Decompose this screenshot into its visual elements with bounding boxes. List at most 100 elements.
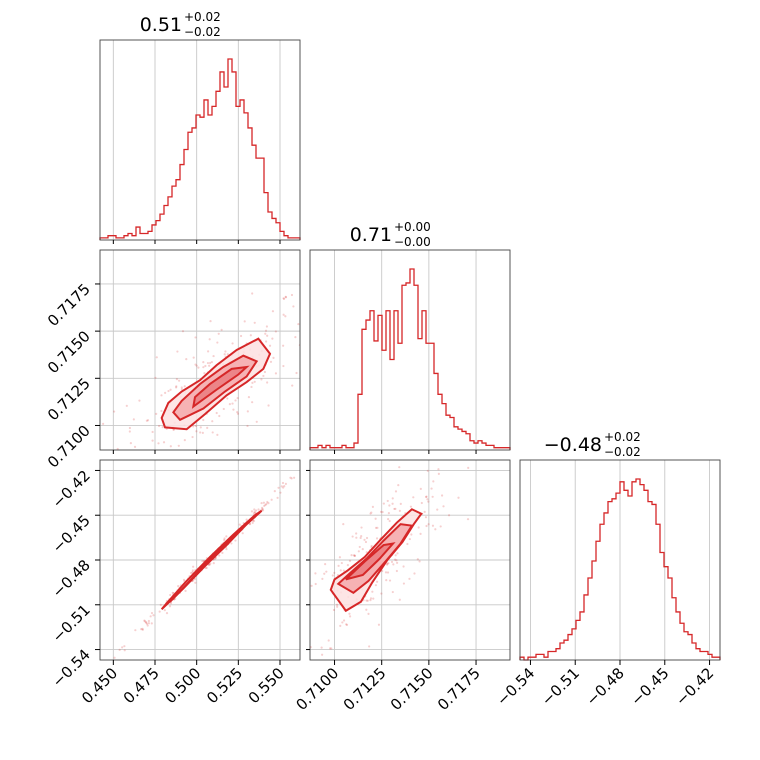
scatter-point xyxy=(355,536,358,539)
scatter-point xyxy=(192,565,195,568)
scatter-point xyxy=(147,619,150,623)
scatter-point xyxy=(194,581,197,584)
scatter-point xyxy=(396,561,399,564)
scatter-point xyxy=(253,321,256,324)
panel-border xyxy=(99,249,301,451)
scatter-point xyxy=(195,430,198,433)
scatter-point xyxy=(398,466,401,469)
scatter-point xyxy=(169,388,172,391)
x-tick-label: 0.7175 xyxy=(434,664,484,714)
scatter-point xyxy=(342,569,345,572)
scatter-point xyxy=(151,439,154,442)
scatter-point xyxy=(410,533,413,536)
scatter-point xyxy=(353,554,356,557)
scatter-point xyxy=(277,486,280,489)
scatter-point xyxy=(402,565,405,568)
scatter-point xyxy=(125,404,128,407)
scatter-point xyxy=(282,313,285,316)
scatter-point xyxy=(266,334,269,337)
scatter-point xyxy=(447,514,451,517)
scatter-point xyxy=(290,293,294,297)
scatter-point xyxy=(176,350,179,353)
scatter-point xyxy=(180,388,183,391)
scatter-point xyxy=(459,455,461,457)
scatter-point xyxy=(261,508,264,512)
histogram-panel-0 xyxy=(99,40,301,240)
scatter-point xyxy=(366,599,369,602)
scatter-point xyxy=(223,537,226,540)
scatter-point xyxy=(303,646,305,648)
scatter-point xyxy=(211,420,214,423)
histogram-line xyxy=(309,268,511,450)
y-tick-label: −0.42 xyxy=(49,467,94,512)
scatter-point xyxy=(157,442,160,445)
panel-title-median: −0.48 xyxy=(544,434,602,456)
scatter-point xyxy=(160,394,163,397)
contour-line xyxy=(172,354,259,422)
scatter-point xyxy=(412,496,415,499)
scatter-panel-0-2 xyxy=(100,460,300,660)
scatter-point xyxy=(369,512,372,515)
scatter-point xyxy=(189,571,193,575)
scatter-point xyxy=(155,412,158,415)
scatter-point xyxy=(423,510,426,513)
scatter-point xyxy=(263,504,266,507)
scatter-point xyxy=(388,519,391,523)
scatter-point xyxy=(379,510,383,513)
scatter-point xyxy=(413,572,416,575)
panel-content xyxy=(295,455,470,656)
scatter-point xyxy=(163,480,165,482)
scatter-point xyxy=(191,569,194,572)
scatter-point xyxy=(264,329,268,332)
scatter-point xyxy=(342,619,346,622)
scatter-point xyxy=(254,509,258,512)
scatter-point xyxy=(264,332,267,335)
scatter-point xyxy=(220,328,223,331)
scatter-point xyxy=(295,643,297,645)
scatter-point xyxy=(228,403,231,406)
scatter-point xyxy=(184,589,187,592)
scatter-point xyxy=(209,361,212,365)
scatter-point xyxy=(416,558,419,561)
scatter-point xyxy=(218,554,221,557)
scatter-point xyxy=(424,516,428,519)
scatter-point xyxy=(230,542,233,545)
scatter-point xyxy=(241,532,244,535)
scatter-point xyxy=(260,506,264,509)
x-tick-label: −0.42 xyxy=(672,664,717,709)
scatter-point xyxy=(169,593,172,597)
scatter-point xyxy=(141,627,144,630)
scatter-point xyxy=(271,337,274,340)
scatter-point xyxy=(231,342,234,345)
scatter-point xyxy=(260,501,263,505)
x-tick-label: −0.45 xyxy=(627,664,672,709)
scatter-point xyxy=(253,380,256,383)
scatter-point xyxy=(150,622,153,625)
scatter-point xyxy=(113,410,116,413)
scatter-point xyxy=(387,512,390,515)
scatter-point xyxy=(431,524,435,527)
scatter-point xyxy=(167,450,169,452)
scatter-point xyxy=(163,609,166,612)
scatter-point xyxy=(226,397,229,400)
scatter-point xyxy=(395,569,398,573)
scatter-point xyxy=(171,591,174,594)
scatter-point xyxy=(321,577,324,580)
scatter-point xyxy=(338,556,342,559)
scatter-point xyxy=(303,622,305,624)
scatter-point xyxy=(351,535,354,538)
panel-title-median: 0.51 xyxy=(140,14,182,36)
scatter-point xyxy=(253,508,256,511)
scatter-point xyxy=(343,363,345,365)
scatter-point xyxy=(145,419,148,422)
scatter-point xyxy=(359,536,362,540)
scatter-point xyxy=(337,564,340,567)
panel-title-minus: −0.00 xyxy=(394,235,431,249)
scatter-point xyxy=(162,441,166,444)
scatter-point xyxy=(243,320,246,323)
scatter-point xyxy=(236,410,239,414)
scatter-point xyxy=(204,566,207,570)
scatter-point xyxy=(201,560,204,563)
scatter-point xyxy=(376,526,379,529)
